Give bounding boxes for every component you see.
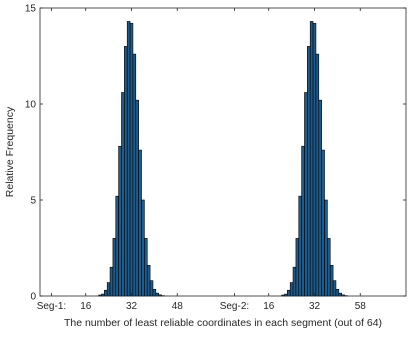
y-tick-label: 5 — [30, 196, 36, 207]
plot-frame — [39, 7, 407, 297]
x-tick-label: 16 — [80, 301, 92, 312]
histogram-bar — [292, 266, 297, 297]
histogram-bar — [109, 266, 114, 297]
histogram-bar — [301, 145, 305, 297]
x-axis-ticks: Seg-1: 16 32 48 Seg-2: 16 32 58 — [37, 8, 367, 312]
bars-group — [98, 21, 348, 297]
histogram-bar — [141, 199, 145, 297]
histogram-bar — [112, 238, 117, 297]
histogram-bar — [155, 292, 159, 297]
x-tick-label: 32 — [126, 301, 138, 312]
histogram-bar — [332, 280, 337, 297]
x-axis-label: The number of least reliable coordinates… — [64, 317, 382, 329]
y-tick-label: 10 — [25, 100, 37, 111]
histogram-bar — [146, 264, 151, 297]
x-tick-label: 58 — [355, 301, 367, 312]
histogram-bar — [312, 23, 317, 297]
histogram-bar — [115, 195, 119, 297]
y-tick-label: 15 — [25, 4, 37, 15]
segment-label: Seg-1: — [37, 301, 66, 312]
y-axis-label: Relative Frequency — [4, 106, 16, 197]
histogram-bar — [118, 145, 122, 297]
histogram-bar — [149, 280, 154, 297]
histogram-bar — [129, 23, 134, 297]
histogram-bar — [307, 46, 311, 297]
histogram-bar — [329, 264, 334, 297]
histogram-bar — [144, 238, 148, 297]
histogram-bar — [135, 99, 139, 297]
histogram-bar — [138, 149, 142, 297]
histogram-bar — [104, 289, 108, 297]
histogram-bar — [338, 292, 342, 297]
y-tick-label: 0 — [30, 292, 36, 303]
histogram-bar — [298, 195, 302, 297]
histogram-bar — [327, 238, 331, 297]
segment-label: Seg-2: — [220, 301, 249, 312]
histogram-bar — [132, 53, 137, 297]
x-tick-label: 16 — [263, 301, 275, 312]
histogram-bar — [289, 282, 294, 297]
histogram-bar — [124, 46, 128, 297]
histogram-bar — [126, 21, 131, 297]
histogram-bar — [152, 288, 157, 297]
histogram-bar — [321, 149, 325, 297]
histogram-bar — [318, 99, 322, 297]
histogram-bar — [309, 21, 314, 297]
y-axis-ticks: 0 5 10 15 — [25, 4, 406, 303]
histogram-bar — [121, 92, 125, 297]
histogram-bar — [106, 282, 111, 297]
histogram-bar — [315, 53, 320, 297]
x-tick-label: 48 — [172, 301, 184, 312]
histogram-bar — [295, 238, 300, 297]
x-tick-label: 32 — [309, 301, 321, 312]
histogram-bar — [287, 289, 291, 297]
histogram-bar — [335, 288, 340, 297]
histogram-bar — [304, 92, 308, 297]
histogram-bar — [324, 199, 328, 297]
